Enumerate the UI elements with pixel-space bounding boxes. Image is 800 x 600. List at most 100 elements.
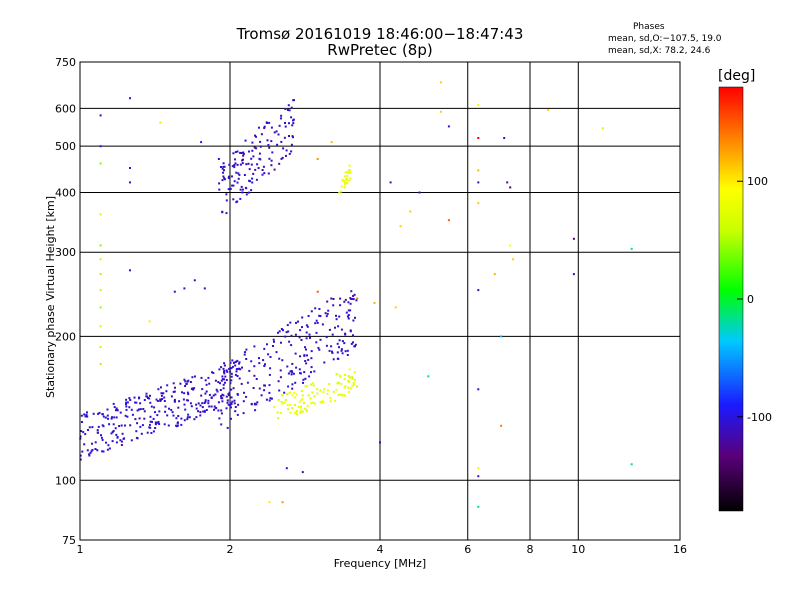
data-point [234,373,237,376]
data-point [323,361,326,364]
data-point [347,301,350,304]
data-point [164,410,167,413]
data-point [148,320,151,323]
data-point [312,382,315,385]
data-point [231,365,234,368]
data-point [234,162,237,165]
data-point [269,367,272,370]
data-point [245,187,248,190]
data-point [291,135,294,138]
data-point [337,357,340,360]
data-point [394,306,397,309]
data-point [100,434,102,437]
data-point [328,349,331,352]
data-point [286,109,289,111]
data-point [161,398,164,400]
data-point [184,408,187,411]
data-point [290,106,293,109]
data-point [283,401,286,404]
data-point [186,380,189,383]
data-point [263,347,266,350]
data-point [299,406,302,409]
data-point [331,351,334,354]
data-point [261,169,264,171]
data-point [349,171,352,174]
data-point [477,181,480,184]
data-point [302,381,304,384]
y-tick-label: 100 [55,474,76,487]
data-point [300,398,303,401]
data-point [195,403,198,406]
data-point [241,159,244,162]
data-point [256,163,259,166]
data-point [119,411,122,414]
data-point [314,307,317,310]
data-point [293,404,296,406]
y-tick-label: 400 [55,186,76,199]
data-point [204,392,207,395]
data-point [146,431,149,434]
data-point [311,391,314,394]
data-point [129,399,132,401]
data-point [221,378,224,381]
data-point [339,375,342,378]
phase-stats-header: Phases [633,22,665,32]
data-point [195,416,198,419]
data-point [290,150,293,153]
data-point [245,348,248,351]
data-point [289,391,292,394]
data-point [225,369,228,372]
data-point [221,167,224,170]
data-point [90,450,93,453]
data-point [291,394,294,397]
data-point [305,362,308,365]
data-point [301,471,304,474]
data-point [332,358,335,361]
data-point [173,390,176,393]
data-point [195,407,198,410]
data-point [240,152,243,154]
data-point [289,321,292,324]
data-point [170,395,173,398]
data-point [242,412,245,415]
data-point [234,364,237,367]
data-point [329,396,332,399]
data-point [268,121,271,124]
data-point [102,415,105,418]
data-point [316,392,319,395]
data-point [269,397,272,400]
data-point [331,333,334,336]
data-point [235,370,238,373]
data-point [229,361,232,364]
x-tick-label: 16 [673,543,687,556]
data-point [346,179,349,181]
data-point [340,382,343,385]
data-point [263,125,266,128]
data-point [316,321,319,324]
data-point [245,193,248,196]
data-point [334,399,337,402]
data-point [298,400,301,403]
data-point [330,297,333,300]
data-point [268,157,271,160]
data-point [118,425,121,427]
data-point [270,140,273,143]
data-point [101,413,104,416]
data-point [229,187,232,190]
data-point [191,376,194,379]
data-point [493,273,496,276]
data-point [86,449,89,452]
data-point [307,394,310,397]
data-point [180,423,183,426]
data-point [220,395,222,398]
data-point [234,361,237,363]
data-point [250,189,253,192]
data-point [299,372,302,375]
data-point [245,163,248,166]
phase-stats-o: mean, sd,O:−107.5, 19.0 [608,34,722,44]
data-point [258,126,260,129]
data-point [278,389,281,392]
data-point [257,167,260,169]
data-point [255,378,258,380]
data-point [182,398,185,401]
